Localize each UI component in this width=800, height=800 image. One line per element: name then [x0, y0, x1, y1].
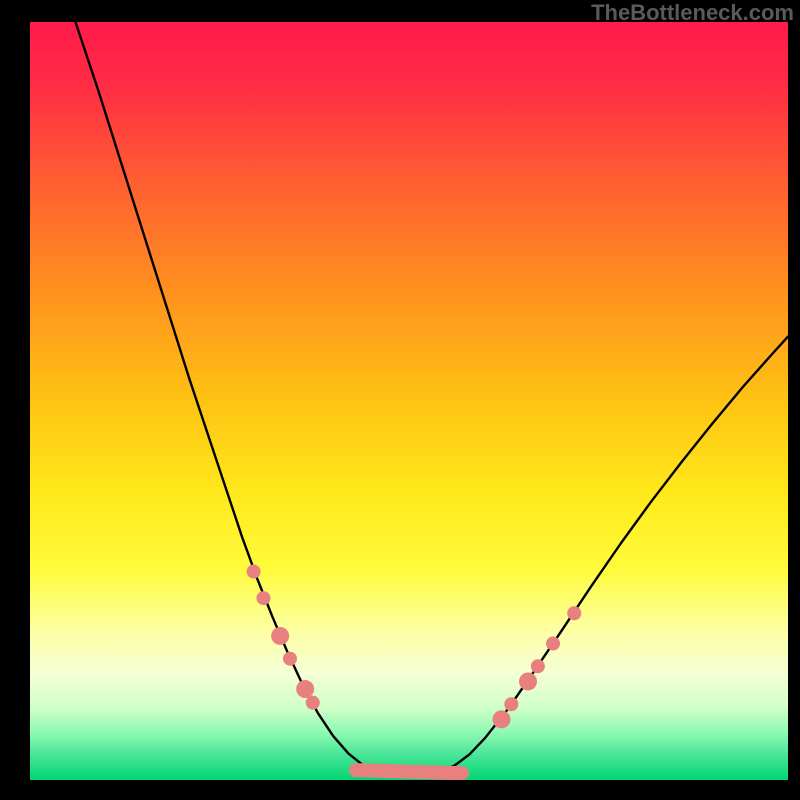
marker-dot — [519, 672, 537, 690]
marker-dot — [247, 565, 261, 579]
marker-dot — [546, 637, 560, 651]
chart-frame: TheBottleneck.com — [0, 0, 800, 800]
chart-svg — [30, 22, 788, 780]
marker-dot — [306, 696, 320, 710]
chart-plot-area — [30, 22, 788, 780]
marker-dot — [531, 659, 545, 673]
marker-dot — [271, 627, 289, 645]
marker-dot — [283, 652, 297, 666]
chart-background — [30, 22, 788, 780]
marker-capsule — [356, 770, 462, 773]
marker-dot — [296, 680, 314, 698]
watermark-text: TheBottleneck.com — [591, 0, 794, 26]
marker-dot — [567, 606, 581, 620]
marker-dot — [504, 697, 518, 711]
marker-dot — [256, 591, 270, 605]
marker-dot — [492, 710, 510, 728]
